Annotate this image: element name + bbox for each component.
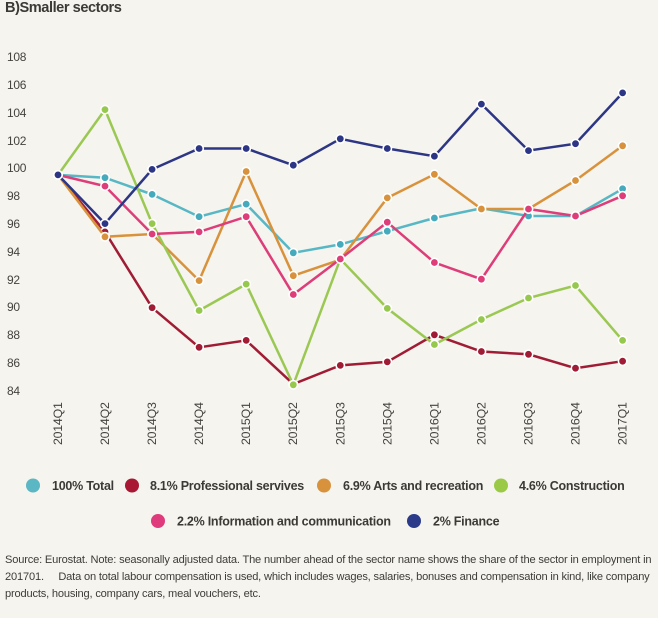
- svg-text:108: 108: [7, 50, 27, 64]
- svg-text:6.9% Arts and recreation: 6.9% Arts and recreation: [343, 479, 483, 493]
- svg-text:2014Q4: 2014Q4: [192, 402, 206, 445]
- svg-text:2014Q3: 2014Q3: [145, 402, 159, 445]
- svg-text:2% Finance: 2% Finance: [433, 515, 500, 529]
- svg-text:106: 106: [7, 78, 27, 92]
- svg-text:98: 98: [7, 189, 20, 203]
- svg-text:100: 100: [7, 161, 27, 175]
- svg-text:4.6% Construction: 4.6% Construction: [519, 479, 625, 493]
- svg-text:100% Total: 100% Total: [52, 479, 114, 493]
- svg-text:86: 86: [7, 356, 20, 370]
- svg-text:2016Q1: 2016Q1: [427, 402, 441, 445]
- svg-text:84: 84: [7, 384, 20, 398]
- svg-text:96: 96: [7, 217, 20, 231]
- svg-text:2014Q1: 2014Q1: [51, 402, 65, 445]
- svg-text:2014Q2: 2014Q2: [98, 402, 112, 445]
- svg-text:104: 104: [7, 106, 27, 120]
- svg-text:2016Q3: 2016Q3: [522, 402, 536, 445]
- svg-text:92: 92: [7, 273, 20, 287]
- svg-text:2015Q4: 2015Q4: [380, 402, 394, 445]
- svg-text:2016Q2: 2016Q2: [474, 402, 488, 445]
- svg-text:2015Q1: 2015Q1: [239, 402, 253, 445]
- svg-text:2016Q4: 2016Q4: [569, 402, 583, 445]
- svg-text:88: 88: [7, 328, 20, 342]
- svg-text:2.2% Information and communica: 2.2% Information and communication: [177, 515, 391, 529]
- svg-text:2015Q3: 2015Q3: [333, 402, 347, 445]
- svg-text:94: 94: [7, 245, 20, 259]
- svg-text:2015Q2: 2015Q2: [286, 402, 300, 445]
- svg-text:102: 102: [7, 134, 27, 148]
- svg-text:8.1% Professional servives: 8.1% Professional servives: [150, 479, 304, 493]
- svg-text:2017Q1: 2017Q1: [616, 402, 630, 445]
- svg-text:90: 90: [7, 300, 20, 314]
